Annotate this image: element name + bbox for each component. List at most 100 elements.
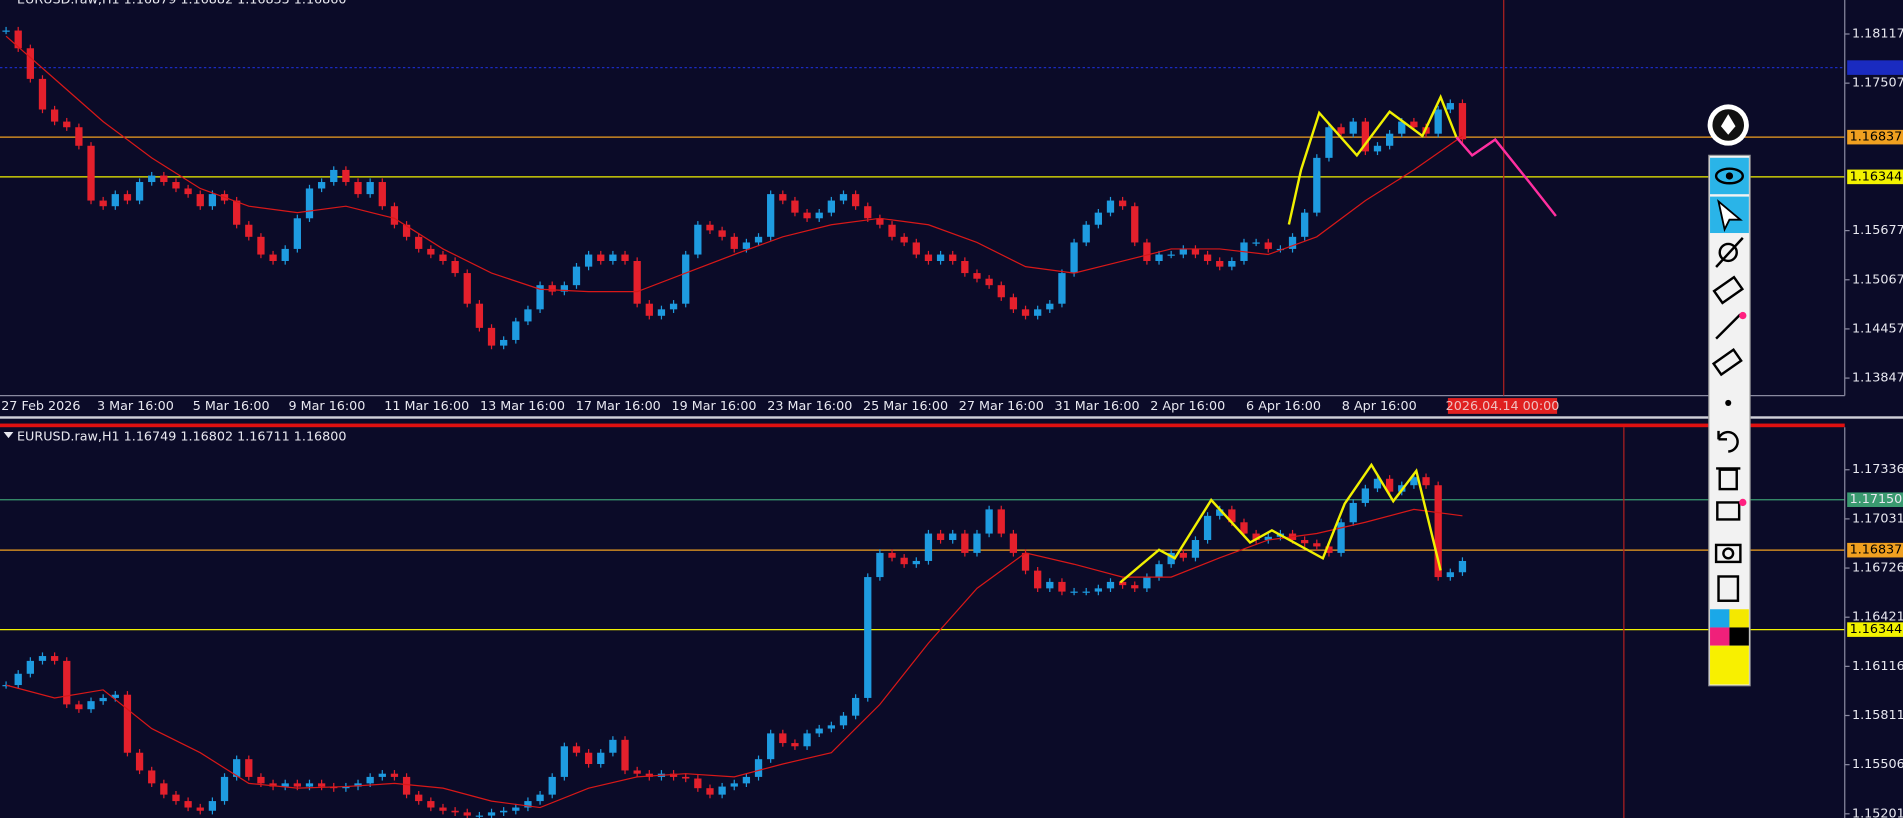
moving-average: [5, 508, 1463, 809]
candle: [572, 266, 581, 286]
candle: [160, 175, 168, 183]
price-label: 1.16726: [1852, 561, 1903, 576]
candle: [1252, 242, 1260, 244]
candle: [524, 309, 532, 322]
clipboard-button[interactable]: [1717, 575, 1740, 602]
candle: [196, 807, 204, 811]
candle: [924, 533, 933, 561]
candle: [694, 778, 702, 789]
candle: [524, 801, 532, 808]
candle: [1337, 127, 1345, 134]
candle: [1058, 273, 1066, 304]
candle: [1021, 552, 1030, 571]
candle: [1179, 552, 1187, 558]
candle: [1058, 581, 1066, 592]
line-tool-button[interactable]: [1715, 313, 1742, 340]
time-label: 19 Mar 16:00: [672, 399, 757, 414]
crosshair-label-box: [1447, 398, 1558, 414]
level-marker: [1847, 60, 1903, 75]
candle: [1179, 248, 1187, 255]
candle: [293, 783, 301, 787]
candle: [111, 694, 119, 698]
zigzag-drawing[interactable]: [1119, 462, 1442, 584]
color-swatch[interactable]: [1710, 627, 1730, 646]
candle: [1410, 477, 1418, 486]
candle: [864, 577, 872, 698]
candle: [366, 776, 374, 784]
color-swatch[interactable]: [1710, 609, 1730, 628]
candle: [815, 728, 823, 734]
candle: [317, 783, 326, 787]
moving-average: [5, 35, 1463, 293]
template-button[interactable]: [1716, 501, 1741, 521]
color-swatch[interactable]: [1729, 627, 1749, 646]
candle: [1216, 509, 1224, 516]
candle: [779, 194, 787, 201]
color-dot: [1739, 311, 1747, 320]
time-label: 23 Mar 16:00: [767, 399, 852, 414]
candle: [1240, 522, 1248, 534]
zigzag-drawing[interactable]: [1287, 94, 1458, 225]
candle: [621, 254, 629, 261]
candle: [427, 248, 435, 255]
candle: [354, 182, 362, 195]
pen-nib: [1720, 114, 1736, 135]
candle: [196, 194, 204, 207]
candle: [779, 733, 787, 744]
price-label: 1.13847: [1852, 371, 1903, 386]
projection-drawing[interactable]: [1455, 136, 1557, 217]
dot-tool-button[interactable]: [1725, 399, 1732, 406]
candle: [621, 739, 629, 771]
candle: [1082, 591, 1090, 593]
candle: [924, 254, 933, 261]
candle: [1434, 109, 1442, 134]
candle: [912, 242, 920, 255]
candle: [1349, 121, 1357, 134]
candle: [1155, 254, 1163, 261]
candle: [378, 182, 386, 207]
price-label: 1.15201: [1852, 806, 1903, 818]
candle: [597, 254, 605, 261]
candle: [876, 552, 884, 578]
candle: [1034, 570, 1042, 589]
candle: [985, 278, 993, 286]
symbol-header: EURUSD.raw,H1 1.16749 1.16802 1.16711 1.…: [17, 429, 346, 444]
candle: [1191, 540, 1200, 558]
candle: [1167, 552, 1175, 565]
candle: [839, 194, 848, 201]
candle: [609, 254, 617, 261]
candle: [669, 773, 678, 777]
candle: [1252, 533, 1260, 541]
candle: [839, 715, 848, 726]
candle: [1021, 309, 1030, 316]
undo-button[interactable]: [1717, 430, 1739, 453]
candle: [208, 801, 217, 811]
candle: [317, 182, 326, 189]
screenshot-button[interactable]: [1714, 543, 1742, 564]
level-marker: [1847, 622, 1903, 637]
candle: [184, 188, 192, 195]
eraser-button[interactable]: [1712, 275, 1745, 305]
level-label: 1.16837: [1850, 543, 1903, 558]
candle: [1385, 478, 1394, 492]
candle: [487, 327, 496, 346]
candle: [305, 783, 314, 787]
candle: [633, 260, 641, 304]
color-swatch[interactable]: [1729, 609, 1749, 628]
candle: [1398, 121, 1406, 134]
candle: [1446, 103, 1454, 110]
candle: [439, 807, 447, 811]
level-marker: [1847, 492, 1903, 508]
candle: [500, 810, 508, 813]
current-color[interactable]: [1710, 645, 1749, 685]
candle: [38, 78, 47, 110]
collapse-arrow[interactable]: [3, 432, 14, 439]
candle: [548, 776, 556, 795]
candle: [475, 303, 484, 328]
highlighter-button[interactable]: [1711, 348, 1743, 377]
candle: [50, 109, 59, 122]
candle: [742, 242, 751, 249]
candle: [14, 30, 22, 49]
magnet-button[interactable]: [1718, 242, 1738, 263]
candle: [742, 776, 751, 784]
